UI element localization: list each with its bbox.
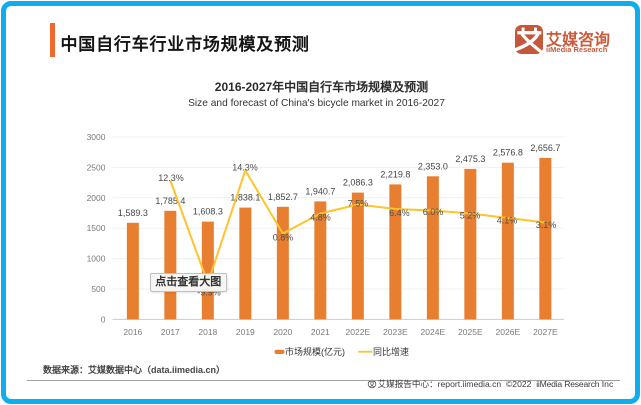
svg-text:2021: 2021 [311, 327, 330, 337]
svg-text:1,852.7: 1,852.7 [268, 192, 298, 202]
svg-text:6.0%: 6.0% [423, 207, 444, 217]
svg-text:艾: 艾 [369, 381, 375, 389]
svg-text:2016: 2016 [123, 327, 142, 337]
svg-text:2022E: 2022E [346, 327, 371, 337]
svg-text:3.1%: 3.1% [536, 220, 557, 230]
svg-text:0.8%: 0.8% [273, 233, 294, 243]
svg-text:500: 500 [91, 284, 105, 294]
svg-text:2020: 2020 [273, 327, 292, 337]
svg-text:2,086.3: 2,086.3 [343, 178, 373, 188]
svg-text:2,576.8: 2,576.8 [493, 148, 523, 158]
svg-text:2500: 2500 [87, 162, 106, 172]
svg-text:市场规模(亿元): 市场规模(亿元) [285, 346, 345, 357]
svg-text:1500: 1500 [87, 223, 106, 233]
svg-text:同比增速: 同比增速 [373, 346, 409, 357]
svg-text:2000: 2000 [87, 193, 106, 203]
svg-text:0: 0 [101, 314, 106, 324]
svg-text:1,589.3: 1,589.3 [118, 208, 148, 218]
svg-text:2023E: 2023E [383, 327, 408, 337]
svg-text:2026E: 2026E [496, 327, 521, 337]
svg-text:1000: 1000 [87, 254, 106, 264]
svg-text:-9.9%: -9.9% [197, 287, 221, 297]
svg-text:2,219.8: 2,219.8 [380, 169, 410, 179]
svg-text:2017: 2017 [161, 327, 180, 337]
svg-text:1,838.1: 1,838.1 [230, 193, 260, 203]
svg-text:2027E: 2027E [533, 327, 558, 337]
svg-text:2024E: 2024E [421, 327, 446, 337]
svg-text:2019: 2019 [236, 327, 255, 337]
svg-text:1,785.4: 1,785.4 [155, 196, 185, 206]
svg-text:4.1%: 4.1% [497, 216, 518, 226]
svg-text:5.2%: 5.2% [460, 211, 481, 221]
svg-text:1,608.3: 1,608.3 [193, 207, 223, 217]
svg-text:1,940.7: 1,940.7 [305, 186, 335, 196]
svg-text:2,656.7: 2,656.7 [530, 143, 560, 153]
svg-text:2,475.3: 2,475.3 [455, 154, 485, 164]
svg-text:2018: 2018 [198, 327, 217, 337]
svg-text:14.3%: 14.3% [232, 163, 258, 173]
svg-text:7.5%: 7.5% [348, 199, 369, 209]
svg-text:2025E: 2025E [458, 327, 483, 337]
svg-text:4.8%: 4.8% [310, 213, 331, 223]
svg-text:2,353.0: 2,353.0 [418, 161, 448, 171]
svg-text:6.4%: 6.4% [389, 208, 410, 218]
svg-text:3000: 3000 [87, 132, 106, 142]
svg-text:12.3%: 12.3% [158, 173, 184, 183]
